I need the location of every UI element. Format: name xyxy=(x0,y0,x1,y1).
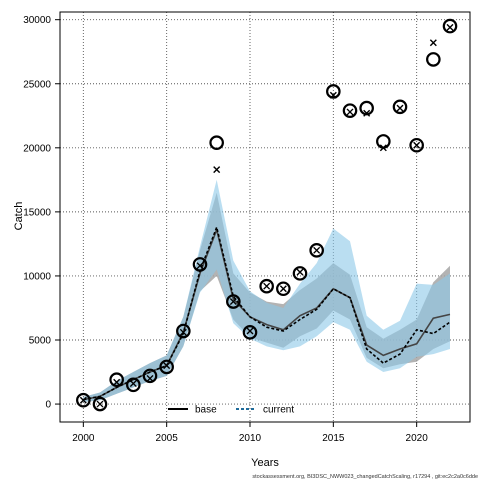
y-axis: 0 5000 10000 15000 20000 25000 30000 xyxy=(23,15,60,411)
y-axis-title: Catch xyxy=(13,202,25,231)
predicted-point xyxy=(346,108,354,116)
y-tick-label: 25000 xyxy=(23,79,51,90)
observed-point xyxy=(92,396,108,412)
predicted-point xyxy=(429,39,437,47)
x-axis-title: Years xyxy=(251,457,279,469)
predicted-point xyxy=(279,285,287,293)
observed-point xyxy=(392,99,408,115)
predicted-point xyxy=(379,144,387,152)
footer-text: stockassessment.org, BI3DSC_NWW023_chang… xyxy=(252,474,478,480)
observed-point xyxy=(176,323,191,339)
x-tick-label: 2000 xyxy=(72,433,95,444)
predicted-point xyxy=(229,298,237,306)
y-tick-label: 30000 xyxy=(23,15,51,26)
predicted-point xyxy=(213,166,221,174)
predicted-point xyxy=(196,262,204,270)
observed-point xyxy=(142,368,158,384)
predicted-point xyxy=(163,362,171,370)
predicted-point xyxy=(129,380,137,388)
x-tick-label: 2020 xyxy=(406,433,429,444)
predicted-point xyxy=(363,109,371,117)
observed-point xyxy=(426,52,441,67)
observed-point xyxy=(326,84,341,99)
observed-point xyxy=(192,257,208,272)
predicted-point xyxy=(179,328,187,336)
x-axis: 2000 2005 2010 2015 2020 xyxy=(72,422,428,444)
observed-point xyxy=(309,243,324,258)
y-tick-label: 10000 xyxy=(23,271,51,282)
y-tick-label: 20000 xyxy=(23,143,51,154)
y-tick-label: 5000 xyxy=(29,336,52,347)
predicted-point xyxy=(113,378,121,386)
observed-point xyxy=(276,281,291,297)
observed-point xyxy=(442,18,458,34)
observed-point xyxy=(359,100,374,116)
observed-point xyxy=(226,294,241,309)
observed-point xyxy=(409,137,424,153)
predicted-point xyxy=(146,374,154,382)
predicted-point xyxy=(263,282,271,290)
predicted-point xyxy=(396,104,404,112)
predicted-point xyxy=(446,23,454,31)
observed-point xyxy=(126,377,141,393)
observed-point xyxy=(109,372,124,388)
catch-points xyxy=(76,18,458,412)
y-tick-label: 15000 xyxy=(23,207,51,218)
predicted-point xyxy=(313,246,321,254)
observed-point xyxy=(159,359,174,375)
x-tick-label: 2015 xyxy=(322,433,345,444)
y-tick-label: 0 xyxy=(45,400,51,411)
observed-point xyxy=(292,266,308,281)
predicted-point xyxy=(96,400,104,408)
observed-point xyxy=(259,278,274,294)
legend-current-label: current xyxy=(263,405,294,416)
legend-base-label: base xyxy=(195,405,217,416)
observed-point xyxy=(209,135,224,150)
band-current xyxy=(83,179,451,403)
plot-frame xyxy=(59,11,471,423)
predicted-point xyxy=(79,396,87,404)
observed-point xyxy=(76,392,91,408)
x-tick-label: 2010 xyxy=(239,433,262,444)
predicted-point xyxy=(413,141,421,149)
predicted-point xyxy=(246,327,254,335)
x-tick-label: 2005 xyxy=(156,433,179,444)
predicted-point xyxy=(296,268,304,276)
predicted-point xyxy=(329,91,337,99)
legend: base current xyxy=(168,405,294,416)
observed-point xyxy=(242,325,258,340)
observed-point xyxy=(342,103,358,118)
